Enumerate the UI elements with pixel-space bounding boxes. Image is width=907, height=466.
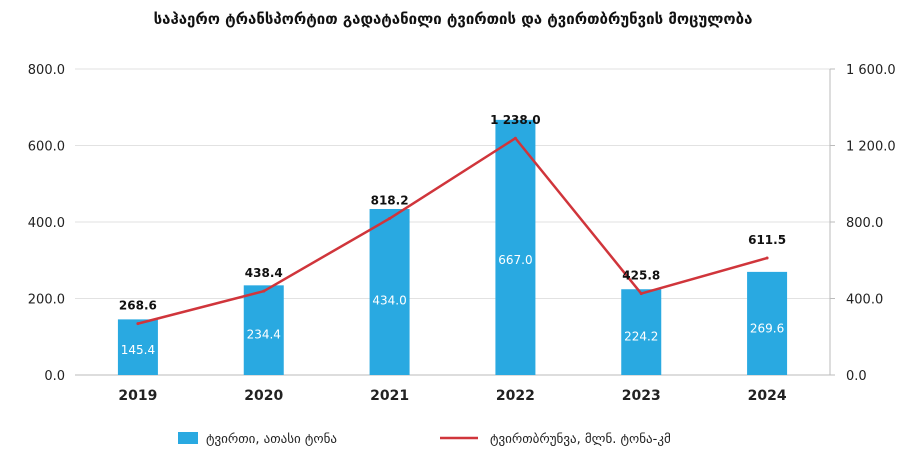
y-right-tick-label: 1 600.0 xyxy=(846,63,896,78)
bar xyxy=(369,208,410,375)
legend-bar-label: ტვირთი, ათასი ტონა xyxy=(206,432,337,447)
legend-bar-swatch xyxy=(178,432,198,444)
x-tick-label: 2022 xyxy=(496,388,535,404)
y-right-tick-label: 0.0 xyxy=(846,369,867,384)
line-value-label: 1 238.0 xyxy=(490,113,540,127)
line-point xyxy=(388,217,392,221)
y-right-tick-label: 800.0 xyxy=(846,216,883,231)
line-point xyxy=(765,256,769,260)
axes: 0.0 0.0 200.0 400.0 400.0 800.0 600.0 1 200.0 80… xyxy=(28,63,896,404)
y-right-tick-label: 1 200.0 xyxy=(846,140,896,155)
line-point xyxy=(639,292,643,296)
line-series xyxy=(136,136,769,326)
y-left-tick-label: 0.0 xyxy=(44,369,65,384)
line-point xyxy=(136,322,140,326)
line-point xyxy=(513,136,517,140)
y-left-tick-label: 800.0 xyxy=(28,63,65,78)
bar-value-label: 234.4 xyxy=(247,328,281,342)
line-point xyxy=(262,289,266,293)
series-line xyxy=(137,136,768,325)
data-labels: 145.4 234.4 434.0 667.0 224.2 269.6 268.6 438.4… xyxy=(119,113,786,357)
legend-line-label: ტვირთბრუნვა, მლნ. ტონა-კმ xyxy=(490,432,671,447)
chart-title: საჰაერო ტრანსპორტით გადატანილი ტვირთის დ… xyxy=(154,10,753,28)
bar-value-label: 269.6 xyxy=(750,322,784,336)
x-tick-label: 2023 xyxy=(622,388,661,404)
bar-value-label: 145.4 xyxy=(121,343,155,357)
bar xyxy=(621,289,662,375)
legend: ტვირთი, ათასი ტონა ტვირთბრუნვა, მლნ. ტონ… xyxy=(178,432,671,447)
bar-value-label: 434.0 xyxy=(372,293,406,307)
bar-series xyxy=(117,119,788,375)
y-right-tick-label: 400.0 xyxy=(846,293,883,308)
x-tick-label: 2019 xyxy=(118,388,157,404)
x-tick-label: 2021 xyxy=(370,388,409,404)
x-tick-label: 2020 xyxy=(244,388,283,404)
bar xyxy=(243,285,284,375)
line-value-label: 438.4 xyxy=(245,266,283,280)
x-tick-label: 2024 xyxy=(748,388,787,404)
bar xyxy=(117,319,158,375)
y-left-tick-label: 600.0 xyxy=(28,140,65,155)
y-left-tick-label: 200.0 xyxy=(28,293,65,308)
bar xyxy=(747,271,788,375)
line-value-label: 268.6 xyxy=(119,299,157,313)
line-value-label: 425.8 xyxy=(622,269,660,283)
gridlines xyxy=(75,68,830,299)
bar-value-label: 224.2 xyxy=(624,329,658,343)
line-value-label: 611.5 xyxy=(748,233,786,247)
line-value-label: 818.2 xyxy=(371,194,409,208)
bar xyxy=(495,119,536,375)
bar-value-label: 667.0 xyxy=(498,253,532,267)
y-left-tick-label: 400.0 xyxy=(28,216,65,231)
